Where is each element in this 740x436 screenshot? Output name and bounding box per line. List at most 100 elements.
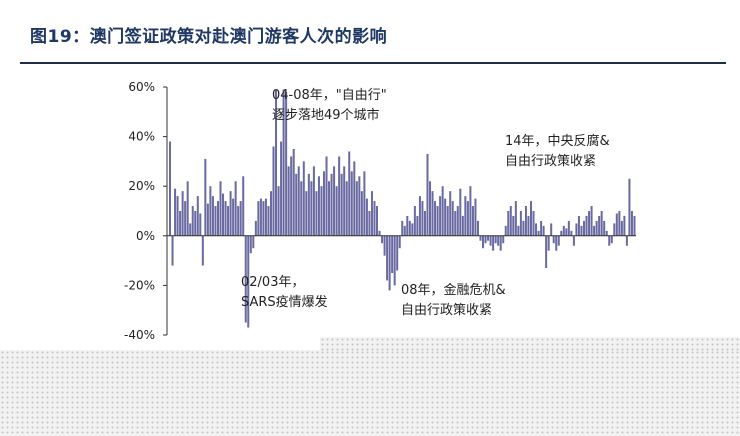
bar xyxy=(572,235,575,246)
bar xyxy=(454,211,457,236)
bar xyxy=(507,211,510,236)
bar xyxy=(446,206,449,236)
bar xyxy=(179,211,182,236)
bar xyxy=(434,201,437,236)
bar xyxy=(350,171,353,236)
bar xyxy=(222,193,225,236)
bar xyxy=(227,206,230,236)
bar xyxy=(267,206,270,236)
bar xyxy=(295,173,298,236)
bar xyxy=(186,181,189,236)
bar xyxy=(398,235,401,249)
bar xyxy=(474,198,477,236)
bar xyxy=(257,201,260,236)
bar xyxy=(585,215,588,236)
bar xyxy=(211,196,214,236)
bar xyxy=(441,186,444,236)
bar xyxy=(439,196,442,236)
bar xyxy=(206,203,209,236)
bar xyxy=(610,235,613,244)
page-title: 图19：澳门签证政策对赴澳门游客人次的影响 xyxy=(30,27,388,47)
bar xyxy=(184,201,187,236)
bar xyxy=(575,223,578,236)
bar xyxy=(598,215,601,236)
bar xyxy=(451,201,454,236)
bar xyxy=(444,198,447,236)
bar xyxy=(479,235,482,241)
bar xyxy=(517,225,520,236)
bar xyxy=(484,235,487,244)
bar xyxy=(608,235,611,246)
bar xyxy=(396,235,399,271)
bar xyxy=(461,215,464,236)
bar xyxy=(176,196,179,236)
dotted-overlay xyxy=(0,350,740,436)
bar xyxy=(287,166,290,236)
bar xyxy=(545,235,548,269)
bar xyxy=(562,225,565,236)
y-tick-label: 60% xyxy=(128,80,155,94)
bar xyxy=(595,220,598,236)
bar xyxy=(310,181,313,236)
bar xyxy=(381,235,384,244)
annotation-financial-crisis-line2: 自由行政策收紧 xyxy=(401,303,493,318)
bar xyxy=(512,215,515,236)
bar xyxy=(191,206,194,236)
bar xyxy=(593,225,596,236)
bar xyxy=(297,166,300,236)
bar xyxy=(269,191,272,236)
bar xyxy=(494,235,497,244)
annotation-sars: 02/03年， SARS疫情爆发 xyxy=(241,273,328,313)
y-tick-label: 0% xyxy=(136,229,155,243)
bar xyxy=(204,158,207,236)
bar xyxy=(615,213,618,236)
bar xyxy=(254,220,257,236)
bar xyxy=(335,186,338,236)
bar xyxy=(216,201,219,236)
bar xyxy=(340,173,343,236)
bar xyxy=(290,156,293,236)
bar xyxy=(373,201,376,236)
bar xyxy=(540,220,543,236)
bar xyxy=(275,89,278,236)
bar xyxy=(393,235,396,286)
bar xyxy=(522,220,525,236)
bar xyxy=(429,181,432,236)
bar xyxy=(464,196,467,236)
title-divider xyxy=(20,62,726,64)
bar xyxy=(482,235,485,249)
annotation-anti-corruption-line2: 自由行政策收紧 xyxy=(505,154,597,169)
bar xyxy=(232,198,235,236)
bar xyxy=(492,235,495,251)
bar xyxy=(509,206,512,236)
bar xyxy=(552,235,555,244)
bar xyxy=(514,201,517,236)
y-tick-label: -20% xyxy=(124,278,155,292)
bar xyxy=(413,206,416,236)
bar xyxy=(345,181,348,236)
y-tick-label: 20% xyxy=(128,179,155,193)
bar xyxy=(247,235,250,328)
bar xyxy=(338,156,341,236)
bar xyxy=(603,220,606,236)
bar xyxy=(280,141,283,236)
bar xyxy=(469,186,472,236)
bar xyxy=(537,230,540,236)
bar xyxy=(555,235,558,251)
bar xyxy=(360,191,363,236)
bar xyxy=(466,201,469,236)
bar xyxy=(418,196,421,236)
bar xyxy=(244,235,247,323)
bar xyxy=(239,201,242,236)
bar xyxy=(317,176,320,236)
bar xyxy=(307,173,310,236)
bar xyxy=(358,176,361,236)
bar xyxy=(264,198,267,236)
bar-group xyxy=(169,89,636,328)
bar xyxy=(292,149,295,236)
bar xyxy=(535,223,538,236)
bar xyxy=(623,215,626,236)
bar xyxy=(209,186,212,236)
bar xyxy=(259,198,262,236)
bar xyxy=(219,181,222,236)
